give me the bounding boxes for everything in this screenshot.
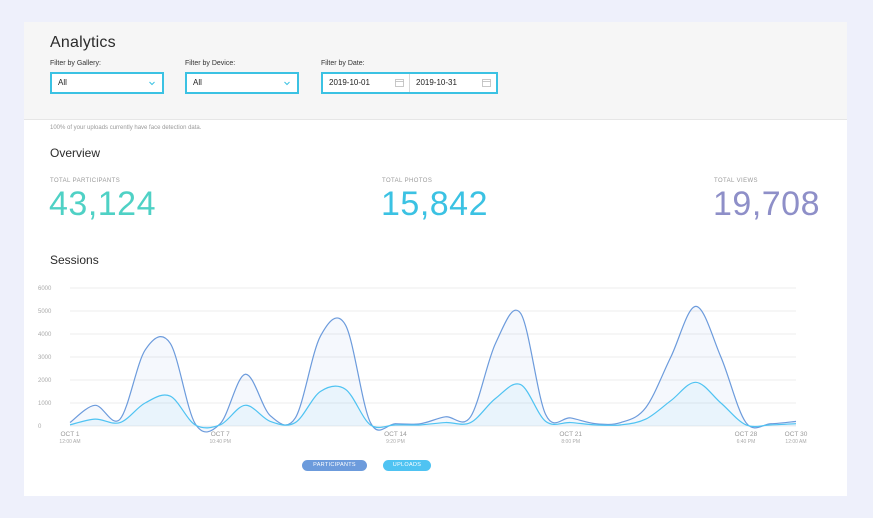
y-tick-label: 1000: [38, 401, 52, 407]
x-tick-label: OCT 30: [785, 431, 808, 438]
y-tick-label: 3000: [38, 355, 52, 361]
x-tick-sublabel: 8:00 PM: [561, 439, 580, 445]
y-tick-label: 2000: [38, 378, 52, 384]
gallery-filter-label: Filter by Gallery:: [50, 60, 101, 67]
x-tick-sublabel: 10:40 PM: [210, 439, 231, 445]
end-date-value: 2019-10-31: [416, 78, 457, 87]
start-date-value: 2019-10-01: [329, 78, 370, 87]
overview-title: Overview: [50, 146, 101, 160]
device-select-value: All: [193, 78, 202, 87]
y-tick-label: 0: [38, 424, 42, 430]
device-filter-label: Filter by Device:: [185, 60, 236, 67]
legend-uploads[interactable]: UPLOADS: [383, 460, 431, 471]
x-tick-sublabel: 12:00 AM: [785, 439, 806, 445]
y-tick-label: 6000: [38, 286, 52, 292]
end-date-input[interactable]: 2019-10-31: [410, 74, 496, 92]
page-title: Analytics: [50, 34, 116, 51]
chevron-down-icon: [284, 81, 290, 86]
stat-photos-label: TOTAL PHOTOS: [382, 178, 433, 184]
filters-panel: Analytics Filter by Gallery: All Filter …: [24, 22, 847, 120]
x-tick-label: OCT 21: [559, 431, 582, 438]
x-tick-sublabel: 6:40 PM: [737, 439, 756, 445]
gallery-select-value: All: [58, 78, 67, 87]
x-tick-label: OCT 14: [384, 431, 407, 438]
chevron-down-icon: [149, 81, 155, 86]
sessions-title: Sessions: [50, 253, 99, 267]
y-tick-label: 4000: [38, 332, 52, 338]
stat-participants-label: TOTAL PARTICIPANTS: [50, 178, 121, 184]
x-tick-label: OCT 28: [735, 431, 758, 438]
stat-views-label: TOTAL VIEWS: [714, 178, 758, 184]
x-tick-sublabel: 12:00 AM: [59, 439, 80, 445]
calendar-icon: [395, 79, 404, 87]
date-filter-label: Filter by Date:: [321, 60, 365, 67]
legend-participants[interactable]: PARTICIPANTS: [302, 460, 367, 471]
stat-views-value: 19,708: [713, 185, 820, 223]
stat-photos-value: 15,842: [381, 185, 488, 223]
date-divider: [409, 74, 410, 92]
x-tick-sublabel: 9:20 PM: [386, 439, 405, 445]
face-detection-note: 100% of your uploads currently have face…: [50, 125, 202, 131]
series-line-participants: [69, 305, 797, 433]
x-tick-label: OCT 7: [211, 431, 230, 438]
legend-uploads-label: UPLOADS: [392, 462, 422, 468]
analytics-card: Analytics Filter by Gallery: All Filter …: [24, 22, 847, 496]
series-area-uploads: [70, 382, 796, 428]
x-tick-label: OCT 1: [60, 431, 79, 438]
device-select[interactable]: All: [185, 72, 299, 94]
legend-participants-label: PARTICIPANTS: [313, 462, 356, 468]
date-range-picker: 2019-10-01 2019-10-31: [321, 72, 498, 94]
calendar-icon: [482, 79, 491, 87]
series-line-uploads: [69, 381, 797, 429]
y-tick-label: 5000: [38, 309, 52, 315]
start-date-input[interactable]: 2019-10-01: [323, 74, 409, 92]
stat-participants-value: 43,124: [49, 185, 156, 223]
gallery-select[interactable]: All: [50, 72, 164, 94]
series-area-participants: [70, 306, 796, 432]
